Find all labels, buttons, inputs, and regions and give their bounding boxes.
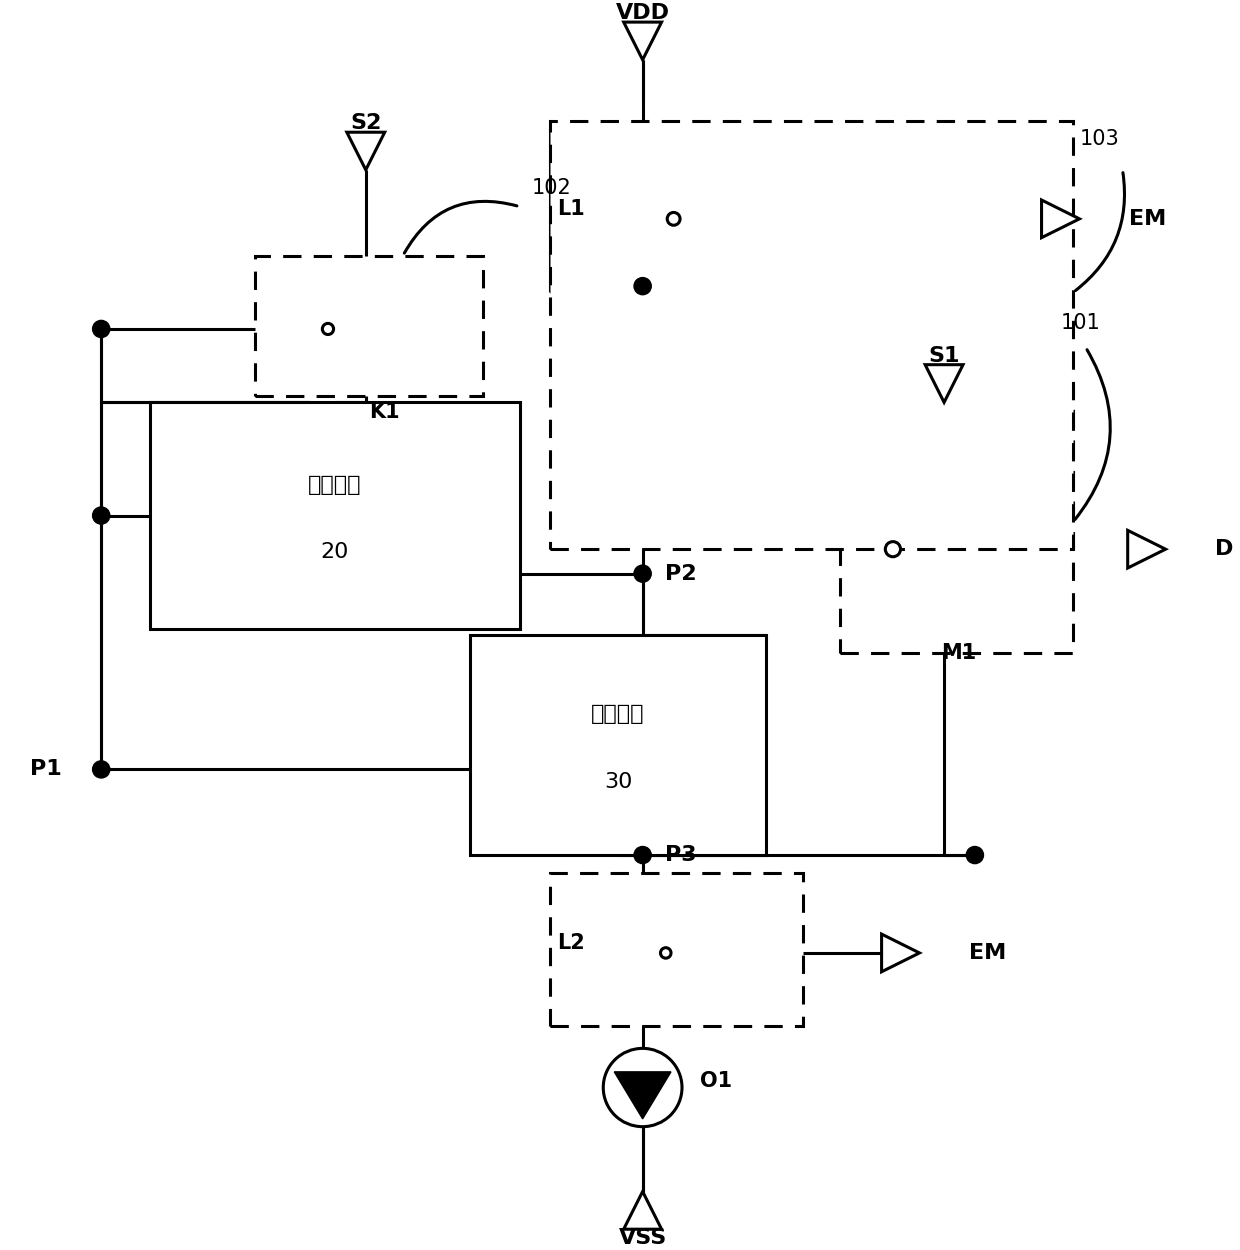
Bar (551, 874, 802, 1026)
Text: 101: 101 (1061, 312, 1101, 332)
Bar (470, 635, 765, 855)
Polygon shape (925, 365, 963, 403)
Text: 20: 20 (321, 542, 350, 562)
Text: EM: EM (1128, 209, 1166, 229)
Text: 30: 30 (604, 771, 632, 791)
Text: K1: K1 (370, 402, 399, 422)
Polygon shape (1042, 200, 1080, 238)
Text: 补偿电路: 补偿电路 (309, 475, 362, 495)
Bar (255, 255, 482, 396)
Circle shape (93, 320, 110, 338)
Text: VSS: VSS (619, 1228, 667, 1248)
Circle shape (93, 508, 110, 524)
Circle shape (966, 846, 983, 864)
Circle shape (603, 1049, 682, 1126)
Text: S1: S1 (929, 346, 960, 366)
Text: S2: S2 (350, 114, 382, 134)
Text: P3: P3 (665, 845, 697, 865)
Polygon shape (624, 22, 662, 60)
Text: 103: 103 (1080, 129, 1120, 149)
Text: O1: O1 (701, 1071, 733, 1091)
Polygon shape (624, 1191, 662, 1229)
Text: EM: EM (968, 942, 1006, 962)
Text: 驱动电路: 驱动电路 (591, 704, 645, 724)
Text: L1: L1 (558, 199, 585, 219)
Circle shape (885, 541, 900, 556)
Circle shape (93, 761, 110, 778)
Circle shape (634, 278, 651, 295)
Bar (839, 390, 1074, 654)
Text: P2: P2 (665, 564, 697, 584)
Polygon shape (614, 1071, 671, 1119)
Text: VDD: VDD (615, 4, 670, 24)
Bar (150, 402, 520, 629)
Bar (551, 121, 1074, 549)
Text: L2: L2 (558, 934, 585, 954)
Text: P1: P1 (30, 760, 62, 780)
Polygon shape (882, 934, 920, 971)
Circle shape (661, 948, 671, 959)
Text: M1: M1 (941, 644, 976, 664)
Circle shape (667, 213, 680, 225)
Bar (551, 127, 802, 292)
Circle shape (634, 846, 651, 864)
Text: 102: 102 (532, 179, 572, 199)
Circle shape (322, 324, 334, 335)
Polygon shape (347, 132, 384, 170)
Circle shape (634, 565, 651, 582)
Text: D: D (1215, 539, 1233, 559)
Polygon shape (1127, 530, 1166, 568)
